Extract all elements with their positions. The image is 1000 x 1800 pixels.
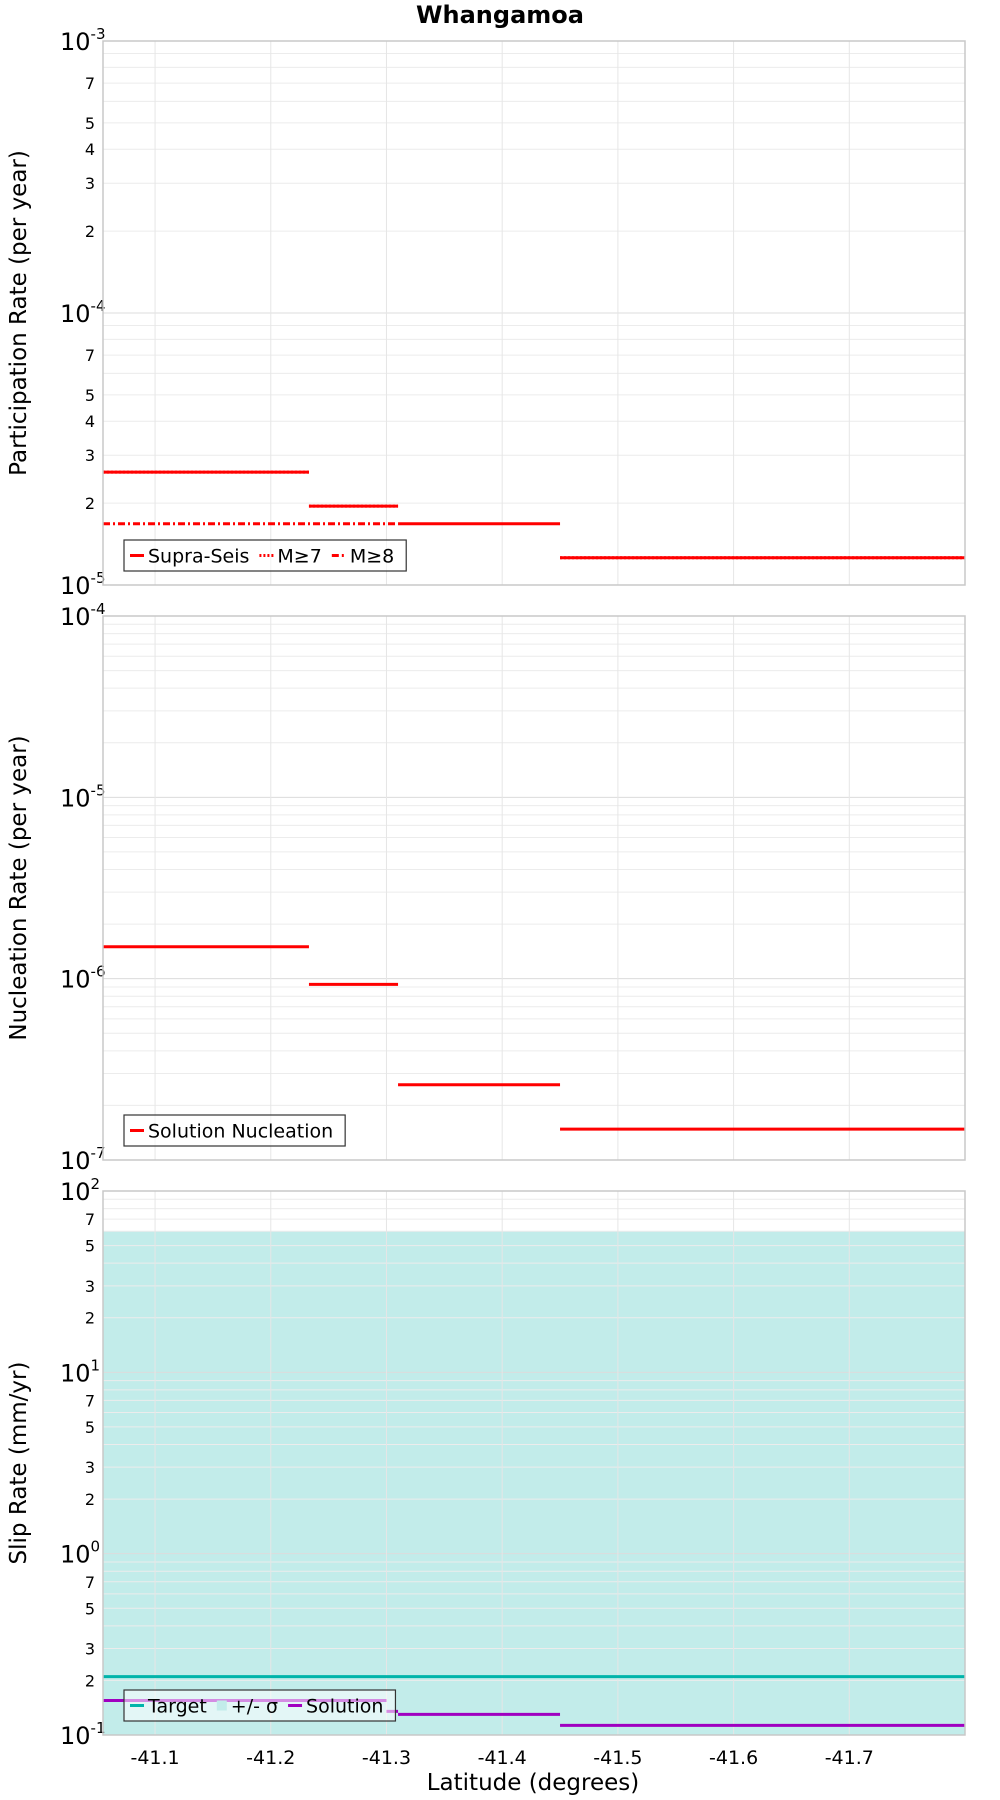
legend-entry: Supra-Seis [148,546,249,568]
y-tick-label: 10-4 [60,297,106,328]
legend: Target +/- σ Solution [123,1689,397,1722]
y-tick-label: 10-4 [60,600,106,631]
y-tick-label: 102 [60,1175,100,1206]
x-axis-label: Latitude (degrees) [427,1770,640,1796]
y-tick-label: 10-5 [60,569,106,600]
grid-lines [103,616,965,1161]
grid-lines [103,1191,965,1736]
y-minor-tick-label: 4 [85,412,95,431]
x-tick-label: -41.3 [362,1747,411,1769]
y-minor-tick-label: 5 [85,114,95,133]
legend-entry: Solution [306,1696,383,1718]
y-minor-tick-label: 5 [85,1418,95,1437]
uncertainty-band [103,1231,965,1735]
y-minor-tick-label: 3 [85,1458,95,1477]
y-tick-label: 10-3 [60,25,106,56]
y-tick-label: 101 [60,1356,100,1387]
x-tick-label: -41.5 [593,1747,642,1769]
y-minor-tick-label: 3 [85,1277,95,1296]
y-minor-tick-label: 2 [85,494,95,513]
y-minor-tick-label: 2 [85,1309,95,1328]
y-tick-label: 10-6 [60,963,106,994]
y-tick-label: 10-7 [60,1144,106,1175]
plot-border [102,615,966,1161]
y-minor-tick-label: 4 [85,140,95,159]
legend-swatch [216,1700,227,1711]
x-tick-label: -41.2 [246,1747,295,1769]
y-minor-tick-label: 5 [85,386,95,405]
chart-title: Whangamoa [416,1,584,29]
legend-entry: Target [147,1696,207,1718]
y-tick-label: 10-5 [60,781,106,812]
grid-lines [103,41,965,586]
series-lines [103,945,965,1131]
x-tick-label: -41.7 [825,1747,874,1769]
y-tick-label: 10-1 [60,1719,106,1750]
legend-box [123,1689,397,1722]
legend-entry: M≥8 [350,546,394,568]
y-minor-tick-label: 5 [85,1599,95,1618]
y-minor-tick-label: 3 [85,174,95,193]
legend-box [123,1114,346,1147]
y-axis-label: Nucleation Rate (per year) [6,735,32,1040]
y-minor-tick-label: 7 [85,1210,95,1229]
panel-2: 10-7 10-6 10-5 10-4 Nucleation Rate (per yea… [6,600,966,1175]
y-minor-tick-label: 2 [85,222,95,241]
y-minor-tick-label: 3 [85,446,95,465]
y-minor-tick-label: 2 [85,1490,95,1509]
legend-entry: M≥7 [277,546,321,568]
x-tick-label: -41.1 [130,1747,179,1769]
y-axis-label: Slip Rate (mm/yr) [6,1362,32,1565]
series-lines [103,470,965,560]
y-minor-tick-label: 2 [85,1671,95,1690]
legend: Supra-Seis M≥7 M≥8 [123,539,407,572]
y-minor-tick-label: 7 [85,1573,95,1592]
y-minor-tick-label: 7 [85,346,95,365]
panel-3: 10-1 100 101 102 2 3 5 7 2 3 5 7 2 3 5 7 Slip Rate (mm/y… [6,1175,966,1769]
y-minor-tick-label: 5 [85,1237,95,1256]
x-tick-label: -41.4 [478,1747,527,1769]
y-minor-tick-label: 7 [85,74,95,93]
legend-entry: +/- σ [231,1696,278,1718]
plot-border [102,1190,966,1736]
plot-border [102,40,966,586]
x-tick-label: -41.6 [709,1747,758,1769]
plot-area [103,616,965,1160]
y-axis-label: Participation Rate (per year) [6,150,32,476]
y-minor-tick-label: 3 [85,1639,95,1658]
y-tick-label: 100 [60,1538,100,1569]
panel-1: 10-5 10-4 10-3 2 3 4 5 7 2 3 4 5 7 Participation Rate… [6,25,966,600]
legend: Solution Nucleation [123,1114,346,1147]
y-minor-tick-label: 7 [85,1391,95,1410]
legend-entry: Solution Nucleation [148,1121,333,1143]
